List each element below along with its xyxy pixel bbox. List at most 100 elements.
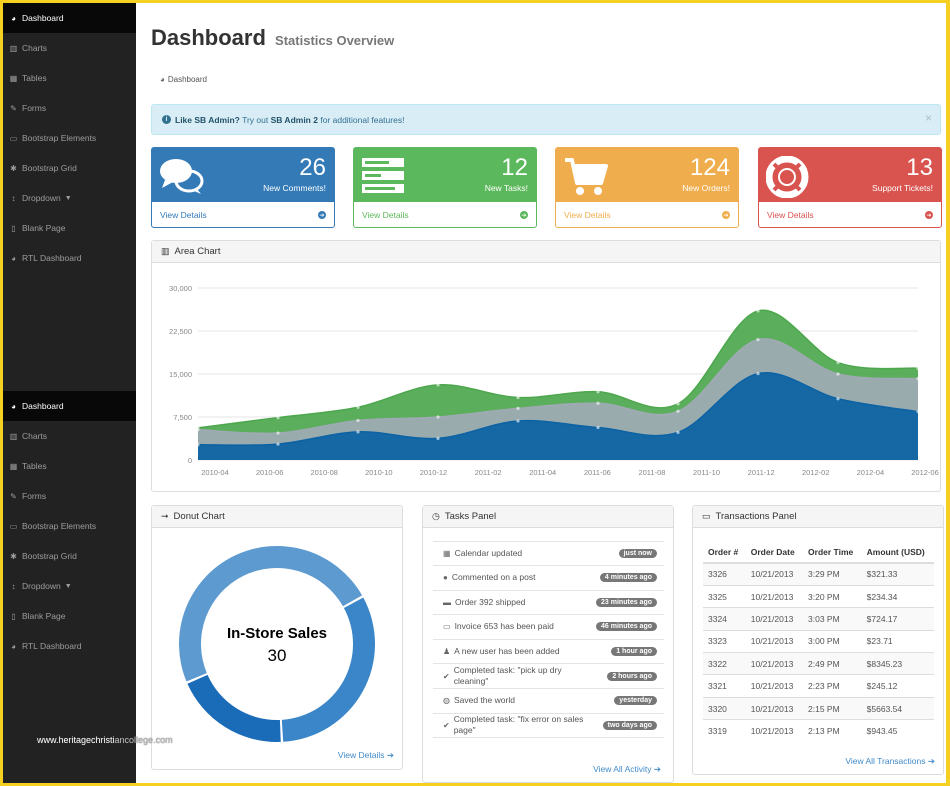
data-point xyxy=(756,338,760,342)
dashboard-icon: ◕ xyxy=(11,401,16,411)
column-header: Order Time xyxy=(803,541,862,564)
dashboard-icon: ◕ xyxy=(11,641,16,651)
sidebar-item-blank-page[interactable]: ▯ Blank Page xyxy=(3,601,136,631)
y-tick-label: 22,500 xyxy=(169,327,192,336)
sidebar-item-bootstrap-grid[interactable]: ✱ Bootstrap Grid xyxy=(3,153,136,183)
task-item[interactable]: ✔ Completed task: "pick up dry cleaning" 2… xyxy=(433,664,664,689)
view-all-activity-link[interactable]: View All Activity ➔ xyxy=(593,764,661,775)
donut-chart-title: Donut Chart xyxy=(173,511,225,522)
task-text-wrap: ♟ A new user has been added xyxy=(443,646,560,657)
file-icon: ▯ xyxy=(11,611,16,621)
alert-link[interactable]: SB Admin 2 xyxy=(270,114,318,125)
column-header: Amount (USD) xyxy=(861,541,934,564)
data-point xyxy=(676,409,680,413)
task-text: Completed task: "fix error on sales page… xyxy=(453,714,584,736)
table-cell: 3326 xyxy=(703,562,746,586)
view-details-link[interactable]: View Details ➔ xyxy=(354,202,536,228)
table-cell: 2:49 PM xyxy=(803,652,862,675)
table-cell: 10/21/2013 xyxy=(745,562,804,586)
stat-card-heading: 13 Support Tickets! xyxy=(759,148,941,202)
comment-icon: ● xyxy=(443,573,448,583)
sidebar-item-bootstrap-elements[interactable]: ▭ Bootstrap Elements xyxy=(3,511,136,541)
task-item[interactable]: ♟ A new user has been added 1 hour ago xyxy=(433,639,664,665)
sidebar-item-dashboard[interactable]: ◕ Dashboard xyxy=(3,391,136,421)
sidebar-item-dropdown[interactable]: ↕ Dropdown ▼ xyxy=(3,571,136,601)
sidebar-item-label: Tables xyxy=(22,73,47,83)
sidebar-item-tables[interactable]: ▦ Tables xyxy=(3,451,136,481)
sidebar-item-rtl-dashboard[interactable]: ◕ RTL Dashboard xyxy=(3,631,136,661)
donut-view-details-link[interactable]: View Details ➔ xyxy=(338,750,394,761)
sidebar-item-rtl-dashboard[interactable]: ◕ RTL Dashboard xyxy=(3,243,136,273)
edit-icon: ✎ xyxy=(10,103,17,113)
data-point xyxy=(356,418,360,423)
sidebar-item-blank-page[interactable]: ▯ Blank Page xyxy=(3,213,136,243)
task-text-wrap: ▭ Invoice 653 has been paid xyxy=(443,621,554,632)
task-item[interactable]: ◍ Saved the world yesterday xyxy=(433,689,664,714)
sidebar-item-bootstrap-elements[interactable]: ▭ Bootstrap Elements xyxy=(3,123,136,153)
donut-center-label: In-Store Sales xyxy=(226,625,328,642)
stat-value: 12 xyxy=(501,154,528,181)
transactions-panel-heading: ▭ Transactions Panel xyxy=(693,506,943,528)
sidebar-item-charts[interactable]: ▥ Charts xyxy=(3,421,136,451)
view-details-link[interactable]: View Details ➔ xyxy=(556,202,738,228)
arrow-circle-right-icon: ➔ xyxy=(386,750,394,760)
task-text-wrap: ▦ Calendar updated xyxy=(443,548,522,559)
sidebar-item-forms[interactable]: ✎ Forms xyxy=(3,481,136,511)
arrow-circle-right-icon: ➔ xyxy=(925,211,933,219)
task-item[interactable]: ▦ Calendar updated just now xyxy=(433,541,664,566)
dashboard-icon: ◕ xyxy=(160,74,165,84)
alert-suffix: for additional features! xyxy=(317,114,405,125)
view-details-link[interactable]: View Details ➔ xyxy=(152,202,334,228)
y-tick-label: 30,000 xyxy=(169,284,192,293)
comments-icon xyxy=(159,156,205,198)
table-cell: 10/21/2013 xyxy=(745,652,804,675)
task-item[interactable]: ● Commented on a post 4 minutes ago xyxy=(433,566,664,591)
data-point xyxy=(276,431,280,435)
stat-value: 124 xyxy=(689,154,730,181)
table-row: 3319 10/21/2013 2:13 PM $943.45 xyxy=(703,719,934,743)
sidebar-item-charts[interactable]: ▥ Charts xyxy=(3,33,136,63)
long-arrow-right-icon: ➞ xyxy=(161,511,169,521)
bar-chart-icon: ▥ xyxy=(161,246,170,256)
area-chart-title: Area Chart xyxy=(174,246,221,257)
area-chart: 0 7,500 15,000 22,500 30,000 2010-04 2010-06 20… xyxy=(169,284,939,477)
page-title-text: Dashboard xyxy=(151,25,266,50)
data-point xyxy=(436,415,440,419)
view-all-transactions-link[interactable]: View All Transactions ➔ xyxy=(845,756,935,767)
arrow-circle-right-icon: ➔ xyxy=(318,211,326,219)
table-cell: $245.12 xyxy=(861,674,934,698)
watermark-tail: ancollege.com xyxy=(114,735,173,745)
breadcrumb-item-dashboard[interactable]: Dashboard xyxy=(167,74,207,84)
view-details-label: View Details xyxy=(160,210,207,220)
donut-segment[interactable] xyxy=(187,674,281,742)
table-row: 3320 10/21/2013 2:15 PM $5663.54 xyxy=(703,696,934,720)
task-item[interactable]: ▭ Invoice 653 has been paid 46 minutes ago xyxy=(433,615,664,640)
table-row: 3325 10/21/2013 3:20 PM $234.34 xyxy=(703,584,934,608)
x-tick-label: 2010-08 xyxy=(310,468,338,477)
task-text: Commented on a post xyxy=(451,572,536,583)
sidebar-item-tables[interactable]: ▦ Tables xyxy=(3,63,136,93)
clock-icon: ◷ xyxy=(432,511,440,521)
view-details-link[interactable]: View Details ➔ xyxy=(759,202,941,228)
task-item[interactable]: ▬ Order 392 shipped 23 minutes ago xyxy=(433,590,664,616)
y-tick-label: 15,000 xyxy=(169,370,192,379)
bar-chart-icon: ▥ xyxy=(9,43,18,53)
task-item[interactable]: ✔ Completed task: "fix error on sales pag… xyxy=(433,713,664,739)
x-tick-label: 2011-12 xyxy=(748,468,775,477)
table-cell: $23.71 xyxy=(861,629,934,653)
stat-label: Support Tickets! xyxy=(872,183,933,193)
data-point xyxy=(436,383,440,387)
area-series-line xyxy=(197,372,919,446)
data-point xyxy=(676,430,680,434)
sidebar-item-bootstrap-grid[interactable]: ✱ Bootstrap Grid xyxy=(3,541,136,571)
sidebar-item-dropdown[interactable]: ↕ Dropdown ▼ xyxy=(3,183,136,213)
sidebar-item-forms[interactable]: ✎ Forms xyxy=(3,93,136,123)
arrow-circle-right-icon: ➔ xyxy=(722,211,730,219)
sidebar-item-dashboard[interactable]: ◕ Dashboard xyxy=(3,3,136,33)
donut-segment[interactable] xyxy=(281,597,375,742)
data-point xyxy=(196,428,200,432)
close-icon[interactable]: × xyxy=(924,111,932,125)
table-row: 3324 10/21/2013 3:03 PM $724.17 xyxy=(703,607,934,631)
donut-segment[interactable] xyxy=(179,546,363,682)
sidebar-item-label: Bootstrap Grid xyxy=(22,551,77,561)
